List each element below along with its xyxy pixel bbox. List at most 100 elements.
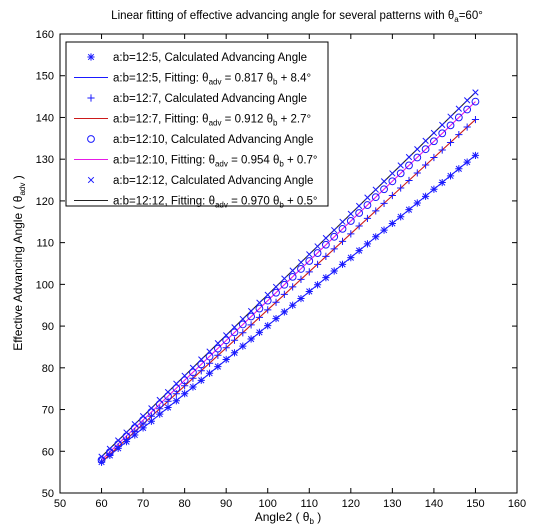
- data-point: [230, 336, 239, 344]
- data-point: [181, 390, 189, 398]
- data-point: [363, 201, 372, 209]
- data-point: [164, 388, 172, 396]
- data-point: [438, 178, 446, 187]
- y-tick-label: 120: [36, 196, 54, 208]
- legend-entry-text: + 8.4°: [277, 73, 311, 85]
- data-point: [405, 153, 413, 161]
- data-point: [139, 424, 147, 432]
- data-point: [230, 328, 239, 337]
- data-point: [148, 405, 155, 412]
- x-tick-label: 100: [259, 498, 277, 510]
- axis-ticks: 50 60 70 80 90 100 110 120 130 140 150 160 50 60 70 80 9…: [36, 29, 527, 510]
- data-point: [247, 312, 256, 321]
- data-point: [247, 321, 255, 329]
- legend-entry-text: a:b=12:12, Fitting: θ: [113, 196, 215, 208]
- legend-entry-subscript: b: [273, 119, 278, 128]
- data-point: [471, 151, 480, 160]
- chart-title-tail: =60°: [459, 10, 483, 22]
- data-point: [156, 396, 163, 404]
- data-point: [147, 417, 155, 425]
- data-point: [223, 332, 230, 339]
- marker-series-0: [97, 151, 480, 466]
- x-tick-label: 120: [342, 498, 360, 510]
- data-point: [280, 290, 288, 298]
- fitting-lines: [101, 92, 476, 463]
- data-point: [222, 355, 230, 364]
- data-point: [115, 437, 122, 444]
- data-point: [280, 280, 289, 289]
- data-point: [454, 113, 463, 122]
- data-point: [313, 249, 322, 257]
- data-point: [189, 368, 197, 377]
- data-point: [397, 213, 405, 221]
- data-point: [205, 359, 214, 367]
- data-point: [430, 153, 438, 162]
- data-point: [371, 193, 380, 202]
- data-point: [455, 105, 462, 112]
- y-axis-label: Effective Advancing Angle ( θadv ): [11, 175, 27, 350]
- legend-entry-text: a:b=12:7, Fitting: θ: [113, 114, 209, 126]
- data-point: [447, 113, 454, 120]
- data-point: [421, 145, 430, 154]
- data-point: [397, 184, 405, 192]
- data-point: [305, 257, 314, 265]
- data-point: [205, 369, 214, 377]
- data-point: [355, 246, 363, 255]
- x-tick-label: 90: [220, 498, 232, 510]
- y-tick-label: 70: [42, 405, 54, 417]
- data-point: [239, 329, 247, 337]
- data-point: [446, 172, 455, 180]
- legend-entry-label: a:b=12:12, Fitting: θadv = 0.970 θb + 0.…: [113, 196, 318, 210]
- legend-entry-text: = 0.817 θ: [221, 73, 272, 85]
- x-tick-label: 60: [95, 498, 107, 510]
- y-tick-label: 160: [36, 29, 54, 41]
- y-axis-label-main: Effective Advancing Angle ( θ: [11, 195, 25, 351]
- legend-entry-text: + 2.7°: [277, 114, 311, 126]
- data-point: [189, 383, 197, 391]
- chart-title-subscript: a: [454, 15, 459, 24]
- plot-area-frame: [59, 33, 518, 494]
- data-point: [438, 146, 446, 154]
- legend-entry-text: = 0.954 θ: [228, 155, 279, 167]
- data-point: [455, 165, 463, 173]
- data-point: [355, 222, 363, 230]
- data-point: [239, 315, 246, 323]
- x-axis-label: Angle2 ( θb ): [255, 510, 322, 526]
- data-point: [438, 129, 447, 138]
- data-point: [264, 291, 271, 298]
- data-point: [305, 268, 313, 276]
- fit-line-series-3: [101, 119, 476, 463]
- data-point: [355, 202, 363, 210]
- x-tick-label: 140: [425, 498, 443, 510]
- data-point: [197, 376, 205, 384]
- data-point: [372, 233, 380, 241]
- data-point: [189, 364, 197, 371]
- marker-series-6: [98, 89, 479, 460]
- data-point: [405, 161, 413, 170]
- data-point: [289, 301, 297, 309]
- legend-entry-label: a:b=12:5, Fitting: θadv = 0.817 θb + 8.4…: [113, 73, 311, 87]
- data-point: [164, 392, 172, 401]
- data-point: [364, 194, 371, 201]
- data-point: [263, 296, 272, 305]
- data-point: [173, 380, 180, 387]
- data-point: [396, 169, 405, 178]
- x-tick-label: 80: [179, 498, 191, 510]
- data-point: [330, 267, 338, 275]
- data-point: [471, 97, 480, 106]
- data-point: [306, 251, 313, 258]
- data-point: [347, 210, 354, 218]
- data-point: [172, 384, 181, 393]
- data-point: [372, 207, 380, 215]
- data-point: [331, 226, 338, 234]
- data-point: [272, 314, 280, 323]
- legend-entry-subscript: b: [279, 201, 284, 210]
- fit-line-series-1: [101, 154, 476, 463]
- data-point: [288, 272, 297, 281]
- x-axis-label-main: Angle2 ( θ: [255, 510, 310, 524]
- data-point: [346, 217, 355, 225]
- data-point: [430, 185, 438, 193]
- legend-entry-label: a:b=12:5, Calculated Advancing Angle: [113, 52, 307, 64]
- data-point: [339, 218, 346, 225]
